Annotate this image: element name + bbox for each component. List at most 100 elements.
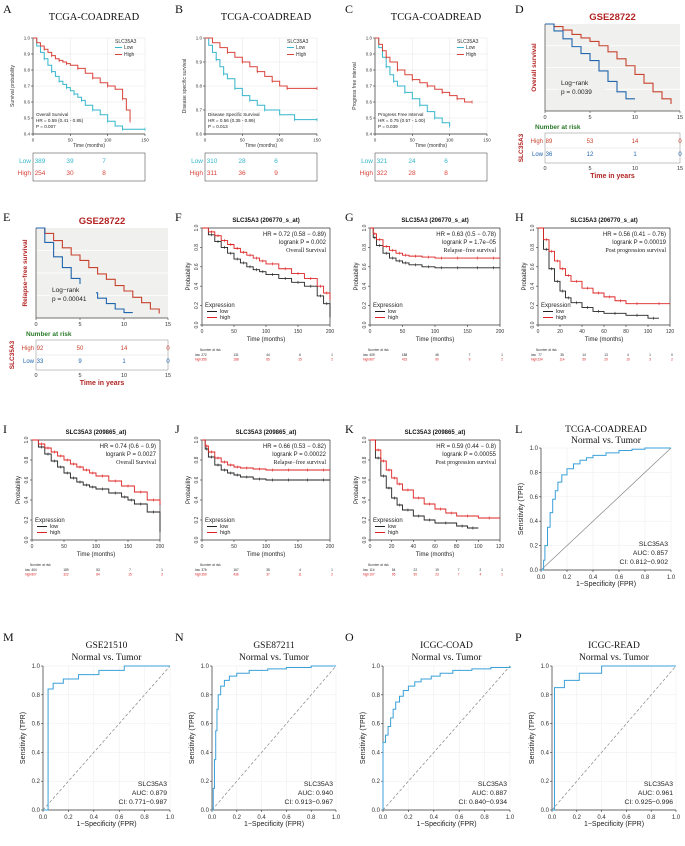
x-axis-label: Time (months) [247,552,285,558]
x-tick-label: 100 [644,329,653,335]
x-tick-label: 1.0 [166,815,175,821]
panel-a: TCGA-COADREAD 0 50 100 150 0.4 0.5 0.6 0.7 0.8 0.9… [10,12,149,182]
y-tick-label: 0.8 [362,244,368,251]
risk-count: 14 [121,346,128,352]
y-tick-label: 0.4 [24,132,31,137]
x-tick-label: 20 [389,544,395,550]
stat-annotation: Relapse−free survival [443,247,496,254]
risk-count: 322 [63,573,69,577]
y-tick-label: 0.6 [530,263,536,270]
y-tick-label: 0.6 [530,495,539,501]
risk-count: 6 [299,353,301,357]
panel-letter-l: L [515,422,522,436]
risk-count: 12 [587,152,594,158]
y-tick-label: 0.4 [194,283,200,290]
risk-count: 13 [604,353,608,357]
y-tick-label: 1.0 [24,436,30,443]
risk-row-label: Low [532,152,544,158]
risk-count: 2 [479,568,481,572]
x-tick-label: 0 [374,138,377,143]
panel-letter-b: B [175,2,183,16]
stat-annotation: CI: 0.913−0.967 [284,799,333,806]
risk-count: 254 [35,170,46,177]
y-axis-label: Sensitivity (TPR) [518,483,525,535]
panel-o: ICGC-COAD Normal vs. Tumor 0.0 0.2 0.4 0.6 0.8… [360,641,515,828]
risk-count: 356 [201,358,207,362]
chart-subtitle: Normal vs. Tumor [239,653,310,663]
stat-annotation: HR = 0.63 (0.5 − 0.78) [436,232,496,238]
risk-row-label: Low [19,158,31,165]
risk-count: 1 [633,152,637,158]
risk-count: 807 [369,358,375,362]
y-tick-label: 0.6 [362,476,368,483]
chart-title: ICGC-COAD [420,641,473,651]
y-tick-label: 0.8 [366,68,373,73]
y-tick-label: 0.9 [366,52,373,57]
y-axis-label: Probability [354,476,360,504]
y-tick-label: 0.0 [194,536,200,543]
chart-title: GSE87211 [253,641,295,651]
stat-annotation: AUC: 0.887 [472,790,507,797]
legend-label-low: Low [296,45,306,51]
x-tick-label: 0.0 [548,815,557,821]
panel-letter-m: M [3,630,14,644]
y-tick-label: 0.6 [362,263,368,270]
km-curve-low [538,227,659,319]
x-tick-label: 200 [326,544,335,550]
y-tick-label: 0.6 [196,132,203,137]
roc-gene-label: SLC35A3 [304,781,333,788]
risk-count: 114 [559,358,564,362]
stat-annotation: Post progression survival [605,248,666,254]
risk-x-tick-label: 5 [588,166,591,172]
risk-header: Number at risk [200,563,221,567]
y-tick-label: 0.8 [32,693,41,699]
stat-annotation: CI: 0.840−0.934 [458,799,507,806]
risk-row-label: high [531,358,537,362]
x-tick-label: 50 [231,544,237,550]
risk-count: 9 [469,358,471,362]
x-tick-label: 0.6 [115,815,124,821]
y-tick-label: 1.0 [372,664,381,670]
risk-header: Number at risk [30,563,51,567]
y-tick-label: 0.0 [530,321,536,328]
y-tick-label: 1.0 [24,36,31,41]
risk-count: 389 [35,158,46,165]
stat-annotation: Overall Survival [286,248,326,254]
y-tick-label: 0.4 [24,496,30,503]
x-tick-label: 100 [262,329,271,335]
stat-annotation: HR = 0.72 (0.58 − 0.89) [263,232,326,238]
risk-count: 29 [604,358,608,362]
reference-diagonal [551,665,677,811]
roc-curve-slc35a3 [382,666,511,810]
km-curve-low [32,439,161,532]
risk-count: 409 [369,353,375,357]
stat-annotation: CI: 0.771−0.987 [118,799,167,806]
risk-count: 7 [102,158,106,165]
stat-annotation: Relapse−free survival [273,459,326,466]
risk-count: 234 [537,358,543,362]
risk-row-label: high [195,573,201,577]
y-axis-label: Sensitivity (TPR) [20,712,27,764]
x-tick-label: 1.0 [667,575,676,581]
y-tick-label: 1.0 [362,436,368,443]
risk-header: Number at risk [26,331,72,338]
risk-row-label: High [190,170,204,177]
panel-b: TCGA-COADREAD 0 50 100 150 0.6 0.7 0.8 0.9 1.0 Tim… [182,12,321,182]
risk-x-label: Time in years [80,380,125,387]
y-axis-label: Progress free interval [352,62,358,110]
legend-title: SLC35A3 [287,39,309,45]
risk-row-label: low [363,353,368,357]
stat-annotation: HR = 0.59 (0.44 − 0.8) [436,444,496,450]
risk-count: 14 [632,139,639,145]
reference-diagonal [211,665,337,811]
x-tick-label: 0 [201,329,204,335]
x-axis-label: 1−Specificity (FPR) [244,821,304,828]
risk-count: 14 [582,353,586,357]
panel-letter-o: O [345,630,354,644]
stat-annotation: AUC: 0.879 [132,790,167,797]
risk-row-label: low [363,568,368,572]
risk-count: 1 [501,353,503,357]
chart-title: GSE28722 [589,12,635,23]
risk-count: 28 [238,158,246,165]
risk-header: Number at risk [200,348,221,352]
